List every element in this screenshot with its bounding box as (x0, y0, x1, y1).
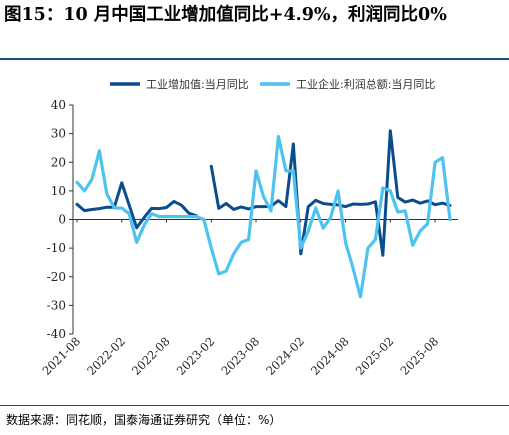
x-tick-label: 2023-08 (218, 334, 262, 378)
y-tick-label: 30 (51, 127, 66, 141)
x-tick-label: 2022-08 (129, 334, 173, 378)
chart-area: 工业增加值:当月同比 工业企业:利润总额:当月同比 -40 -30 -20 -10 0 10… (0, 62, 509, 402)
y-tick-label: -30 (47, 298, 66, 312)
y-tick-label: 0 (58, 213, 66, 227)
y-tick-label: -20 (47, 270, 66, 284)
source-note: 数据来源：同花顺，国泰海通证券研究（单位：%） (6, 413, 282, 427)
x-tick-label: 2024-02 (263, 334, 307, 378)
x-tick-label: 2022-02 (84, 334, 128, 378)
legend-label-2: 工业企业:利润总额:当月同比 (296, 77, 435, 91)
legend-label-1: 工业增加值:当月同比 (146, 77, 249, 91)
legend: 工业增加值:当月同比 工业企业:利润总额:当月同比 (110, 77, 435, 91)
x-tick-label: 2023-02 (174, 334, 218, 378)
series-line-2 (75, 134, 452, 299)
title-divider (0, 58, 509, 60)
x-tick-label: 2025-08 (398, 334, 442, 378)
y-tick-label: 10 (51, 184, 66, 198)
source-divider (0, 405, 509, 406)
chart-title: 图15：10 月中国工业增加值同比+4.9%，利润同比0% (4, 5, 447, 25)
x-tick-label: 2025-02 (353, 334, 397, 378)
y-tick-label: 40 (51, 98, 66, 112)
y-tick-label: -40 (47, 327, 66, 341)
y-tick-label: -10 (47, 241, 66, 255)
x-tick-label: 2024-08 (308, 334, 352, 378)
y-tick-label: 20 (51, 155, 66, 169)
series-lines (75, 129, 452, 299)
line-chart: 工业增加值:当月同比 工业企业:利润总额:当月同比 -40 -30 -20 -10 0 10… (39, 77, 458, 378)
